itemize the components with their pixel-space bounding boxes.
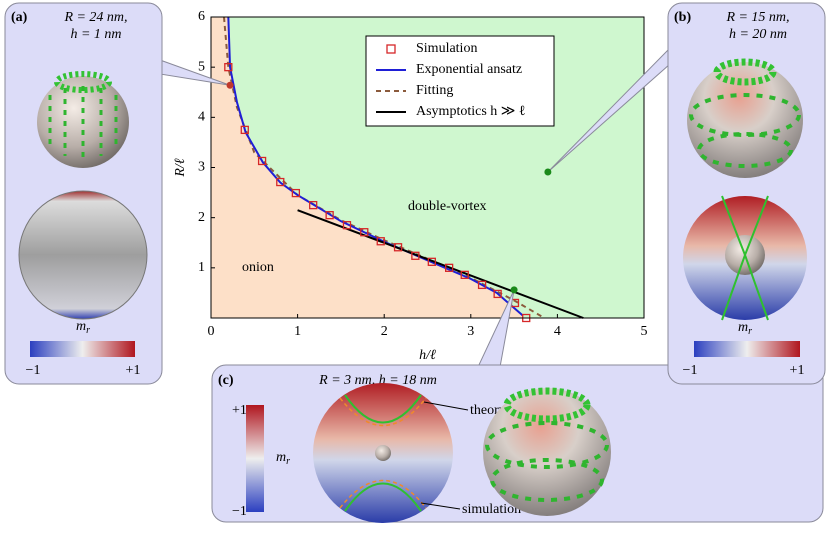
pointer (423, 401, 469, 411)
panel-params: R = 24 nm, (63, 10, 127, 25)
scale-min: −1 (232, 504, 247, 519)
x-tick-label: 1 (294, 324, 301, 339)
legend-label: Simulation (416, 41, 477, 56)
panel-params: R = 15 nm, (725, 10, 789, 25)
legend-swatch (386, 44, 396, 54)
arrows (503, 387, 591, 423)
pointer (420, 502, 461, 510)
panel-params: h = 1 nm (70, 27, 121, 42)
series-line (227, 16, 524, 317)
arrows (485, 421, 609, 469)
panel-c: (c) R = 3 nm, h = 18 nm +1 −1 mr theory … (211, 364, 824, 523)
arrows (713, 58, 777, 86)
symbol: mr (276, 450, 290, 467)
scale-min: −1 (683, 363, 698, 378)
data-point (240, 125, 249, 135)
cross-section (18, 190, 148, 320)
legend-label: Asymptotics h ≫ ℓ (416, 104, 526, 119)
data-point (411, 251, 420, 260)
sphere (687, 62, 803, 178)
y-tick-label: 1 (198, 260, 205, 275)
region-label: double-vortex (408, 199, 487, 214)
symbol: mr (76, 319, 90, 336)
x-tick-label: 0 (208, 324, 215, 339)
y-tick-label: 6 (198, 9, 205, 24)
legend-label: Exponential ansatz (416, 62, 522, 77)
y-tick-label: 2 (198, 210, 205, 225)
data-point (360, 228, 369, 237)
data-point (276, 177, 285, 187)
data-point (224, 63, 233, 72)
x-tick-label: 5 (641, 324, 648, 339)
data-point (309, 200, 318, 210)
scale-max: +1 (126, 363, 141, 378)
x-tick-label: 3 (467, 324, 474, 339)
y-tick-label: 3 (198, 160, 205, 175)
core (375, 445, 391, 461)
note: simulation (462, 502, 521, 517)
panel-params: h = 20 nm (729, 27, 787, 42)
data-point (393, 243, 403, 252)
panel-a: (a) R = 24 nm, h = 1 nm mr −1 +1 (4, 2, 163, 385)
arrows (54, 71, 112, 93)
x-tick-label: 4 (554, 324, 561, 339)
panel-b: (b) R = 15 nm, h = 20 nm mr −1 +1 (667, 2, 826, 385)
scale-max: +1 (790, 363, 805, 378)
data-point (291, 188, 301, 198)
y-tick-label: 4 (198, 110, 205, 125)
symbol: mr (738, 320, 752, 337)
sphere (483, 388, 611, 516)
data-point (427, 257, 436, 266)
colorbar (246, 405, 264, 512)
panel-label: (b) (674, 10, 691, 25)
data-point (493, 289, 502, 299)
data-point (342, 221, 352, 230)
arrows (689, 93, 801, 137)
arrows (697, 132, 793, 168)
marker-point (544, 168, 552, 176)
marker-point (510, 286, 518, 294)
y-tick-label: 5 (198, 59, 205, 74)
arrows (48, 86, 118, 158)
region-label: onion (242, 260, 274, 275)
region-onion (211, 17, 523, 318)
simulation-curve (339, 397, 427, 509)
data-point (325, 211, 334, 220)
legend-label: Fitting (416, 83, 453, 98)
arrows (490, 458, 604, 502)
theory-curve (721, 195, 769, 321)
theory-curve (344, 394, 422, 512)
colorbar (694, 341, 800, 357)
data-point (477, 280, 487, 290)
y-axis-label: R/ℓ (173, 158, 188, 177)
data-point (460, 270, 469, 280)
scale-min: −1 (26, 363, 41, 378)
colorbar (30, 341, 135, 357)
x-axis-label: h/ℓ (419, 348, 436, 363)
panel-label: (c) (218, 373, 234, 388)
data-point (444, 263, 454, 272)
x-tick-label: 2 (381, 324, 388, 339)
scale-max: +1 (232, 403, 247, 418)
data-point (376, 237, 385, 246)
panel-label: (a) (11, 10, 28, 25)
data-point (257, 156, 267, 166)
plot-area: onion double-vortex 0 1 2 3 4 5 1 2 3 4 5 6 h/ℓ R/ℓ Simu… (173, 9, 647, 363)
panel-params: R = 3 nm, h = 18 nm (318, 373, 437, 388)
marker-point (226, 81, 234, 89)
